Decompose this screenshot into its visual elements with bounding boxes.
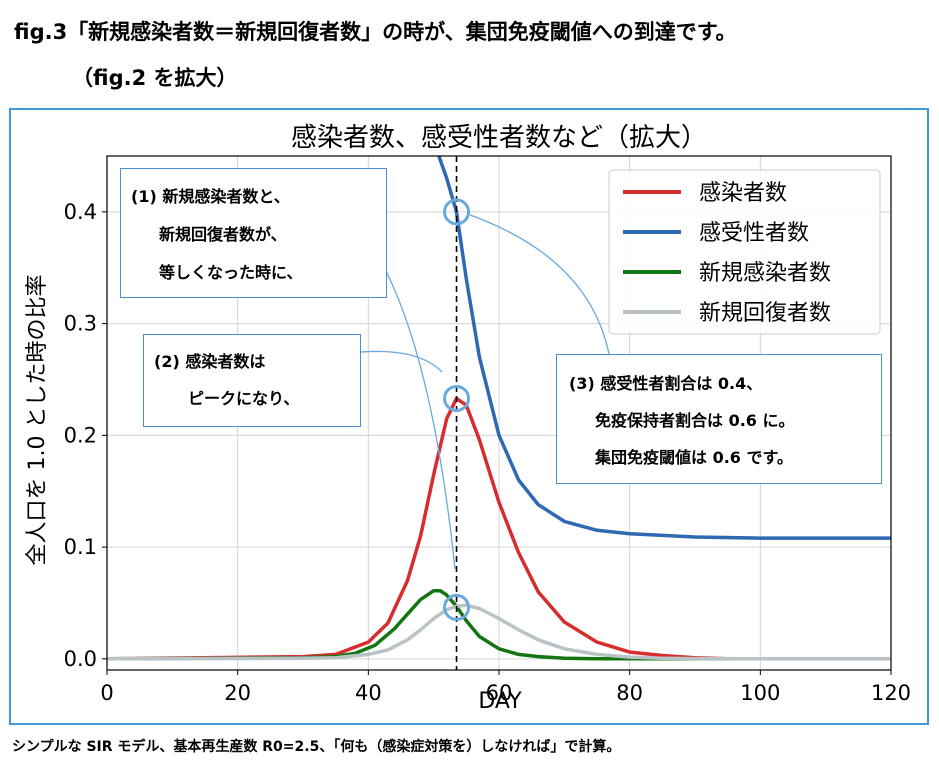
series-line-0 xyxy=(107,396,891,661)
marker-circle-1 xyxy=(443,384,471,412)
x-tick-label-6: 120 xyxy=(871,681,911,705)
y-tick-label-1: 0.1 xyxy=(64,535,97,559)
highlight-markers xyxy=(443,198,471,621)
annotation-3-line-1: (3) 感受性者割合は 0.4、 xyxy=(569,374,763,393)
sir-chart: 0 20 40 60 80 100 120 0.0 0.1 0.2 0.3 0.4 感染者数、感受性者… xyxy=(25,123,911,714)
legend-label-3: 新規回復者数 xyxy=(699,301,831,326)
figure-heading: fig.3「新規感染者数＝新規回復者数」の時が、集団免疫閾値への到達です。 xyxy=(14,20,737,44)
marker-circle-0 xyxy=(443,198,471,226)
annotation-3-line-3: 集団免疫閾値は 0.6 です。 xyxy=(595,448,793,467)
y-tick-label-4: 0.4 xyxy=(64,200,97,224)
marker-circle-2 xyxy=(443,593,471,621)
x-tick-label-2: 40 xyxy=(355,681,382,705)
annotation-1-line-1: (1) 新規感染者数と、 xyxy=(131,187,290,206)
connector-note2 xyxy=(360,350,443,373)
plot-border xyxy=(106,155,892,671)
legend-label-0: 感染者数 xyxy=(699,181,787,206)
x-tick-label-4: 80 xyxy=(616,681,643,705)
chart-title: 感染者数、感受性者数など（拡大） xyxy=(291,123,707,153)
legend-label-1: 感受性者数 xyxy=(699,221,809,246)
y-tick-label-0: 0.0 xyxy=(64,647,97,671)
x-tick-label-3: 60 xyxy=(486,681,513,705)
figure-caption: シンプルな SIR モデル、基本再生産数 R0=2.5、「何も（感染症対策を）し… xyxy=(12,739,621,755)
connector-note3 xyxy=(469,214,610,355)
x-tick-label-0: 0 xyxy=(100,681,113,705)
legend-label-2: 新規感染者数 xyxy=(699,261,831,286)
annotation-connectors xyxy=(360,214,610,570)
annotation-1-line-3: 等しくなった時に、 xyxy=(159,263,303,282)
connector-note1 xyxy=(385,270,456,570)
x-tick-label-1: 20 xyxy=(224,681,251,705)
annotation-1-line-2: 新規回復者数が、 xyxy=(159,225,287,244)
annotation-box-1: (1) 新規感染者数と、 新規回復者数が、 等しくなった時に、 xyxy=(120,168,387,298)
annotation-box-2: (2) 感染者数は ピークになり、 xyxy=(143,334,361,427)
figure-subheading: （fig.2 を拡大） xyxy=(72,66,238,90)
annotation-3-line-2: 免疫保持者割合は 0.6 に。 xyxy=(595,411,795,430)
series-line-3 xyxy=(107,603,891,661)
series-line-2 xyxy=(107,588,891,661)
x-tick-label-5: 100 xyxy=(740,681,780,705)
x-axis-label: DAY xyxy=(478,689,522,714)
annotation-box-3: (3) 感受性者割合は 0.4、 免疫保持者割合は 0.6 に。 集団免疫閾値は… xyxy=(556,354,882,484)
annotation-2-line-2: ピークになり、 xyxy=(188,389,300,408)
y-axis-label: 全人口を 1.0 とした時の比率 xyxy=(25,275,50,566)
y-tick-label-3: 0.3 xyxy=(64,312,97,336)
y-tick-label-2: 0.2 xyxy=(64,423,97,447)
annotation-2-line-1: (2) 感染者数は xyxy=(154,352,266,371)
axes: 0 20 40 60 80 100 120 0.0 0.1 0.2 0.3 0.4 xyxy=(64,155,911,705)
